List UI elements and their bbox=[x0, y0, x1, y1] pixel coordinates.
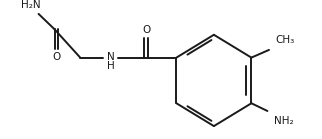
Text: NH₂: NH₂ bbox=[274, 116, 293, 126]
Text: O: O bbox=[52, 52, 61, 62]
Text: O: O bbox=[142, 25, 150, 35]
Text: CH₃: CH₃ bbox=[275, 35, 295, 45]
Text: H₂N: H₂N bbox=[21, 0, 40, 10]
Text: N
H: N H bbox=[107, 52, 115, 71]
